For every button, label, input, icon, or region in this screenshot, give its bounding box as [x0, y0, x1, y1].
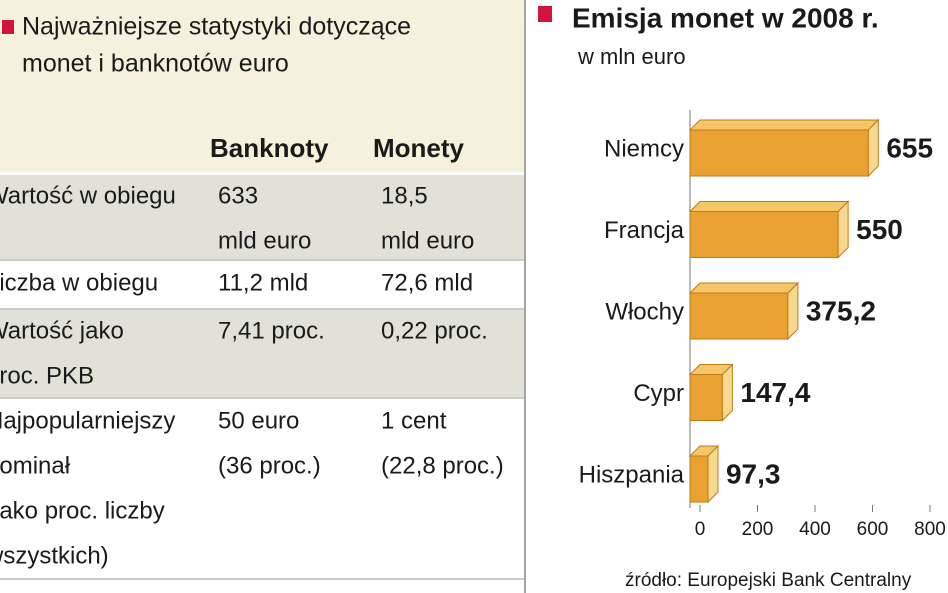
column-header: Monety — [373, 133, 465, 163]
bar-end — [721, 363, 733, 422]
value-label: 550 — [856, 214, 903, 245]
bar-end — [787, 281, 799, 341]
cell: (36 proc.) — [218, 452, 321, 479]
bar — [689, 455, 709, 503]
bar — [689, 211, 839, 258]
bar-end — [867, 118, 879, 178]
cell: mld euro — [381, 227, 474, 254]
row-label: Wartość w obiegu — [0, 182, 176, 209]
cell: 0,22 proc. — [381, 317, 488, 344]
x-tick-label: 600 — [857, 519, 889, 540]
table-title: Najważniejsze statystyki dotyczące — [22, 13, 411, 41]
column-header: Banknoty — [210, 133, 329, 163]
category-label: Francja — [604, 217, 685, 244]
row-label: (jako proc. liczby — [0, 497, 165, 524]
marker — [538, 6, 552, 22]
cell: 72,6 mld — [381, 269, 473, 296]
bar-top — [688, 119, 880, 131]
value-label: 655 — [886, 132, 933, 163]
bar-top — [688, 201, 850, 212]
bar-top — [688, 282, 800, 294]
bar — [689, 292, 789, 340]
cell: 18,5 — [381, 182, 428, 209]
bar — [689, 374, 723, 421]
table-title: monet i banknotów euro — [22, 50, 289, 78]
marker — [2, 20, 14, 34]
cell: (22,8 proc.) — [381, 452, 504, 479]
x-tick-label: 0 — [695, 519, 706, 540]
row-label: wszystkich) — [0, 542, 109, 569]
bar-chart: 0 200 400 600 800 Niemcy 655 Francja 550 Włochy 37… — [579, 110, 946, 540]
chart-subtitle: w mln euro — [577, 44, 686, 69]
cell: mld euro — [218, 227, 311, 254]
bar-end — [837, 200, 849, 259]
value-label: 375,2 — [806, 295, 876, 326]
value-label: 97,3 — [726, 458, 781, 489]
row-label: nominał — [0, 452, 71, 479]
category-label: Hiszpania — [579, 461, 685, 488]
chart-title: Emisja monet w 2008 r. — [572, 2, 879, 33]
table-header-bg — [0, 0, 524, 172]
bar — [689, 129, 869, 177]
table: Najważniejsze statystyki dotyczące monet … — [0, 13, 524, 580]
cell: 11,2 mld — [218, 269, 308, 296]
category-label: Cypr — [633, 380, 684, 407]
row-bg — [0, 262, 524, 308]
cell: 50 euro — [218, 407, 299, 434]
cell: 7,41 proc. — [218, 317, 325, 344]
source: źródło: Europejski Bank Centralny — [625, 570, 912, 591]
category-label: Włochy — [605, 298, 684, 325]
row-label: Liczba w obiegu — [0, 269, 158, 296]
x-tick-label: 400 — [799, 519, 831, 540]
cell: 633 — [218, 182, 258, 209]
value-label: 147,4 — [740, 377, 810, 408]
category-label: Niemcy — [604, 135, 684, 162]
bar-end — [707, 444, 719, 504]
row-label: Najpopularniejszy — [0, 407, 175, 434]
row-label: Wartość jako — [0, 317, 124, 344]
row-bg — [0, 400, 524, 578]
cell: 1 cent — [381, 407, 447, 434]
row-label: proc. PKB — [0, 362, 94, 389]
row-bg — [0, 310, 524, 397]
x-tick-label: 800 — [914, 519, 946, 540]
row-bg — [0, 175, 524, 259]
x-tick-label: 200 — [742, 519, 774, 540]
